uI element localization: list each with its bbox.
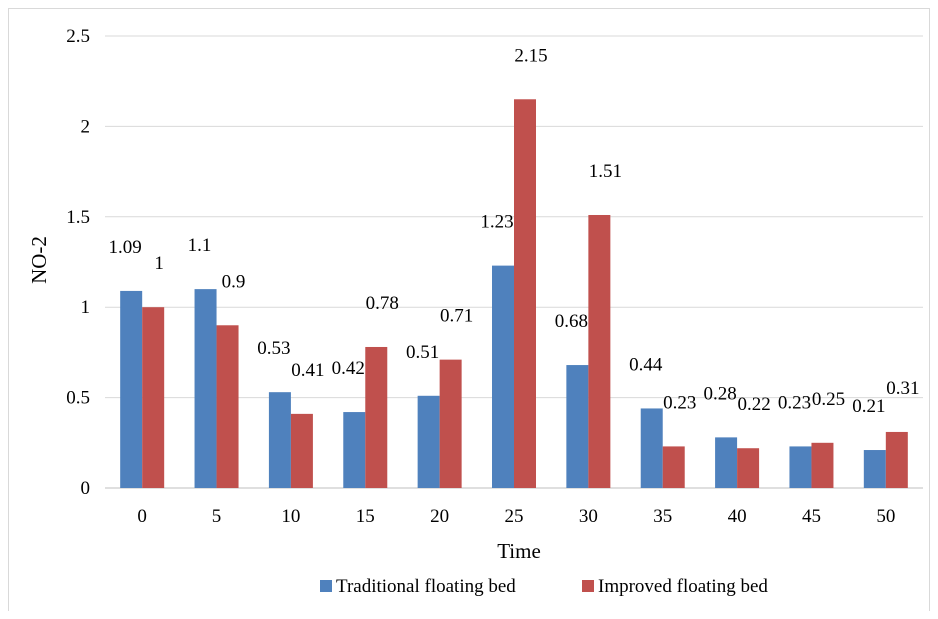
- bar-traditional: [120, 290, 143, 488]
- bar-improved: [811, 442, 834, 488]
- data-label: 0.53: [257, 338, 290, 359]
- data-label: 0.41: [291, 360, 324, 381]
- legend-label-traditional: Traditional floating bed: [336, 576, 516, 597]
- data-label: 1.09: [109, 237, 142, 258]
- x-axis-ticks: 0 5 10 15 20 25 30 35 40 45 50: [137, 506, 895, 527]
- data-label: 0.22: [737, 394, 770, 415]
- data-label: 0.68: [555, 311, 588, 332]
- data-label: 1.23: [480, 212, 513, 233]
- legend-swatch-improved: [582, 580, 594, 592]
- bar-traditional: [715, 437, 738, 488]
- bar-traditional: [863, 450, 886, 488]
- legend-swatch-traditional: [320, 580, 332, 592]
- x-axis-title: Time: [497, 539, 541, 563]
- bar-traditional: [343, 412, 366, 488]
- bar-improved: [662, 446, 685, 488]
- data-label: 0.25: [812, 389, 845, 410]
- bar-traditional: [492, 265, 514, 488]
- x-tick-label: 30: [579, 506, 598, 527]
- bar-traditional: [789, 446, 812, 488]
- bar-traditional: [268, 392, 291, 488]
- data-labels: 1.09 1 1.1 0.9 0.530.41 0.42 0.78 0.510.71 1.23 2…: [109, 45, 920, 417]
- data-label: 0.31: [886, 378, 919, 399]
- data-label: 0.44: [629, 354, 663, 375]
- data-label: 0.78: [366, 293, 399, 314]
- x-tick-label: 15: [356, 506, 375, 527]
- bar-improved: [439, 359, 462, 488]
- y-tick-label: 1.5: [66, 207, 90, 228]
- data-label: 0.71: [440, 306, 473, 327]
- data-label: 0.28: [703, 383, 736, 404]
- bar-traditional: [566, 365, 589, 488]
- bar-traditional: [194, 289, 217, 488]
- bar-improved: [588, 214, 611, 488]
- bar-improved: [290, 413, 313, 488]
- bar-improved: [514, 99, 536, 488]
- legend-label-improved: Improved floating bed: [598, 576, 768, 597]
- data-label: 0.21: [852, 396, 885, 417]
- bar-traditional: [640, 408, 663, 488]
- y-tick-label: 1: [81, 297, 91, 318]
- bar-improved: [365, 346, 388, 488]
- y-tick-label: 2.5: [66, 26, 90, 47]
- y-tick-label: 0.5: [66, 388, 90, 409]
- chart-frame: [8, 8, 930, 611]
- bars: [120, 99, 908, 488]
- x-tick-label: 25: [505, 506, 524, 527]
- x-tick-label: 40: [728, 506, 747, 527]
- data-label: 1.1: [188, 235, 212, 256]
- y-tick-label: 0: [81, 478, 91, 499]
- data-label: 0.42: [332, 358, 365, 379]
- y-axis-title: NO-2: [27, 236, 51, 284]
- bar-improved: [885, 431, 908, 488]
- data-label: 0.9: [222, 271, 246, 292]
- data-label: 2.15: [514, 45, 547, 66]
- bar-improved: [737, 448, 760, 488]
- data-label: 1.51: [589, 161, 622, 182]
- data-label: 0.23: [663, 392, 696, 413]
- x-tick-label: 50: [876, 506, 895, 527]
- data-label: 1: [154, 253, 164, 274]
- x-tick-label: 10: [281, 506, 300, 527]
- bar-improved: [216, 325, 239, 488]
- y-axis-ticks: 0 0.5 1 1.5 2 2.5: [66, 26, 90, 499]
- x-tick-label: 20: [430, 506, 449, 527]
- x-tick-label: 35: [653, 506, 672, 527]
- x-tick-label: 5: [212, 506, 222, 527]
- x-tick-label: 45: [802, 506, 821, 527]
- bar-traditional: [417, 395, 440, 488]
- data-label: 0.51: [406, 342, 439, 363]
- bar-improved: [142, 307, 165, 488]
- data-label: 0.23: [778, 392, 811, 413]
- x-tick-label: 0: [137, 506, 147, 527]
- legend: Traditional floating bed Improved floati…: [320, 576, 768, 597]
- y-tick-label: 2: [81, 116, 91, 137]
